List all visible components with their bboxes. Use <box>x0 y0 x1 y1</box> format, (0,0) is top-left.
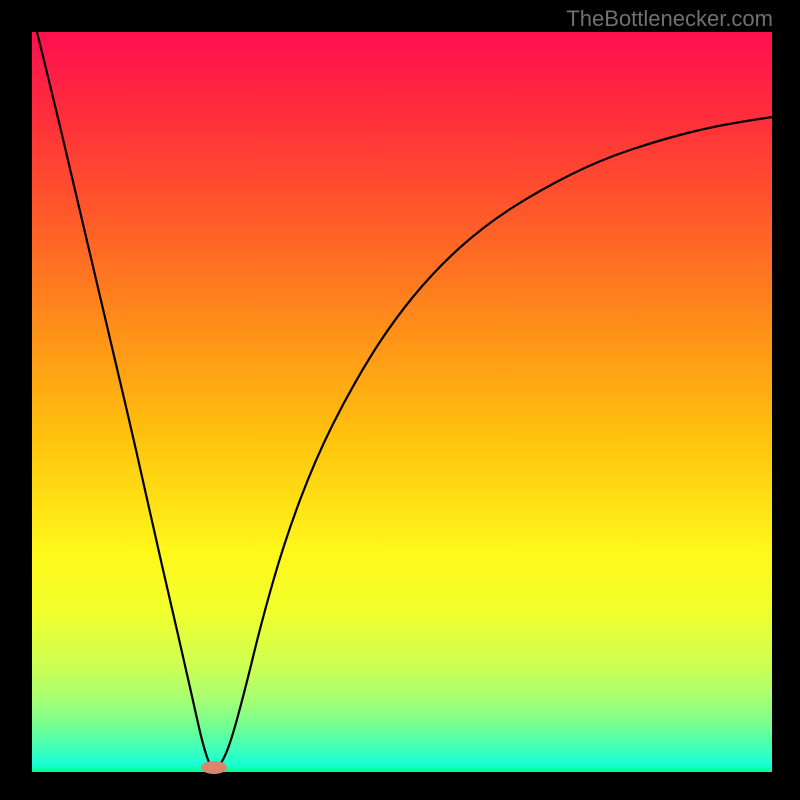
bottleneck-curve <box>0 0 800 800</box>
curve-path <box>37 32 772 769</box>
chart-container: TheBottlenecker.com <box>0 0 800 800</box>
watermark-text: TheBottlenecker.com <box>566 6 773 32</box>
optimum-marker <box>201 761 227 774</box>
